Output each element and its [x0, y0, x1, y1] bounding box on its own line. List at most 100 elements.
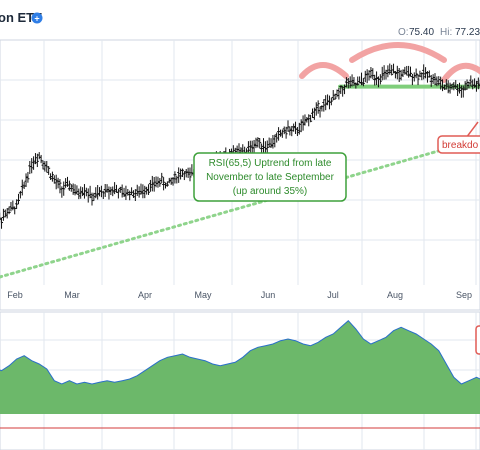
price-bar [69, 184, 73, 192]
price-bar [433, 73, 437, 86]
price-bar [397, 67, 401, 82]
price-bar [369, 67, 373, 79]
price-bar [392, 63, 396, 74]
price-bar [275, 132, 279, 143]
price-bar [24, 173, 28, 187]
price-bar [429, 74, 433, 87]
price-bar [346, 78, 350, 89]
price-bar [54, 174, 58, 190]
price-bar [416, 74, 420, 86]
price-bar [388, 63, 392, 75]
price-bar [290, 125, 294, 137]
price-bar [133, 189, 137, 202]
price-bar [450, 83, 454, 90]
price-bar [5, 208, 9, 219]
price-bar [343, 84, 347, 95]
price-bar [105, 184, 109, 193]
rsi-note-line-3: (up around 35%) [233, 186, 308, 197]
price-bar [150, 175, 154, 192]
price-bar [267, 137, 271, 148]
rsi-note-box: RSI(65,5) Uptrend from late November to … [193, 152, 347, 202]
price-bar [458, 82, 461, 94]
price-bar [45, 161, 49, 173]
price-bar [405, 65, 409, 76]
price-bar [324, 95, 328, 111]
price-bar [103, 183, 107, 197]
price-bar [309, 114, 313, 123]
price-bar [427, 70, 431, 78]
price-bar [88, 185, 92, 199]
price-bar [312, 107, 316, 120]
price-bar [30, 158, 34, 174]
price-bar [401, 69, 405, 78]
price-bar [120, 184, 124, 198]
price-bar [173, 171, 177, 184]
price-bar [182, 171, 186, 181]
price-bar [33, 153, 37, 165]
price-bar [384, 69, 388, 80]
price-bar [254, 137, 258, 149]
price-bar [139, 183, 143, 195]
price-bar [474, 80, 478, 92]
breakdown-label: breakdo [442, 140, 479, 151]
x-tick-label: Aug [387, 290, 403, 300]
price-bar [58, 178, 62, 194]
price-bar [375, 71, 379, 86]
price-bar [7, 206, 11, 215]
info-icon[interactable]: + [31, 12, 43, 24]
price-bar [424, 67, 428, 79]
price-bar [269, 138, 273, 148]
price-bar [335, 89, 339, 98]
price-bar [35, 153, 39, 168]
price-bar [79, 186, 83, 199]
x-tick-label: Jul [327, 290, 339, 300]
price-bar [248, 140, 252, 154]
price-bar [124, 185, 128, 201]
price-bar [454, 80, 458, 89]
price-bar [22, 181, 26, 190]
price-bar [131, 190, 135, 198]
price-bar [169, 177, 173, 185]
price-bar [277, 127, 281, 141]
price-bar [307, 114, 311, 127]
price-bar [435, 76, 439, 87]
price-bar [190, 164, 194, 176]
price-bar [94, 187, 98, 199]
price-bar [320, 105, 324, 112]
price-bar [0, 212, 2, 223]
price-bar [96, 185, 100, 200]
price-bar [265, 140, 269, 154]
price-bar [47, 166, 51, 175]
price-bar [15, 199, 19, 209]
rsi-corner-callout [475, 325, 480, 355]
price-bar [280, 129, 284, 138]
price-bar [444, 79, 448, 90]
price-bar [339, 85, 343, 95]
price-bar [180, 168, 184, 177]
price-bar [156, 176, 160, 188]
price-bar [326, 94, 330, 106]
price-bar [66, 176, 69, 187]
price-bar [101, 190, 105, 199]
price-bar [286, 120, 290, 132]
price-bar [448, 82, 452, 94]
price-bar [431, 74, 435, 84]
price-bar [348, 76, 352, 88]
price-bar [420, 72, 424, 81]
x-tick-label: May [194, 290, 212, 300]
price-bar [344, 77, 348, 88]
top-arcs [299, 42, 480, 83]
breakdown-callout: breakdo [437, 121, 480, 154]
price-bar [407, 65, 411, 78]
price-bar [354, 82, 358, 89]
price-bar [439, 76, 443, 90]
price-bar [13, 206, 17, 215]
price-bar [116, 188, 120, 199]
price-bar [141, 184, 145, 199]
price-bar [271, 135, 275, 149]
price-bar [147, 184, 151, 195]
x-tick-label: Mar [64, 290, 80, 300]
price-bar [378, 74, 382, 85]
price-bar [107, 186, 111, 200]
price-bar [43, 161, 47, 172]
